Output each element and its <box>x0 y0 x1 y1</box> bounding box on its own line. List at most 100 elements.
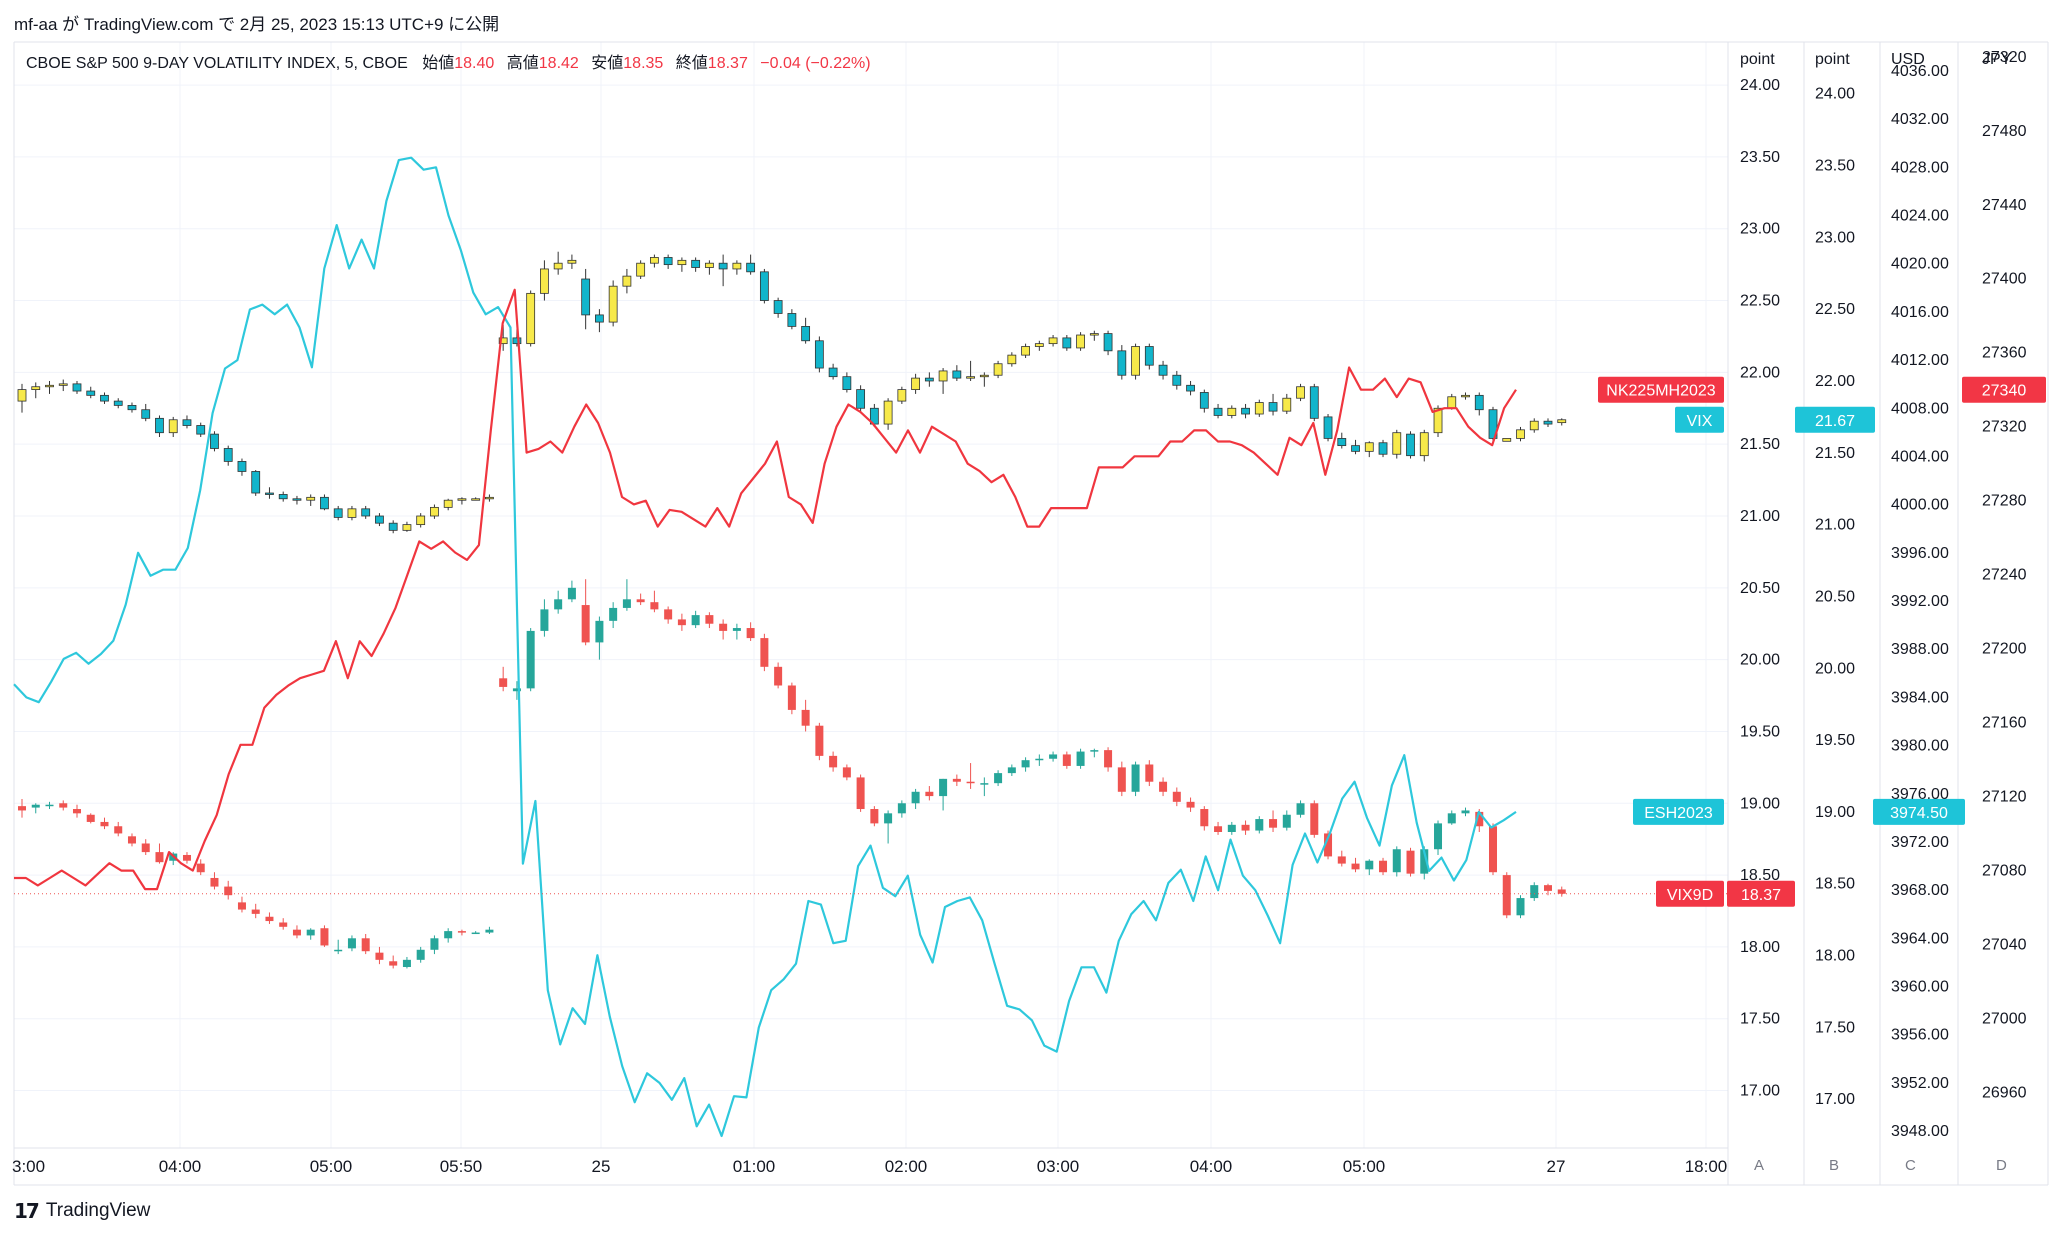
esh-name-label: ESH2023 <box>1633 798 1724 825</box>
vix9d-candle <box>306 929 315 936</box>
vix-candle <box>1021 346 1030 356</box>
vix9d-candle <box>1447 813 1456 824</box>
vix9d-candle <box>1076 751 1085 766</box>
vix9d-candle <box>622 599 631 608</box>
vix-candle <box>155 417 164 434</box>
scale-letter-D: D <box>1996 1157 2007 1174</box>
scale-c-tick: 4020.00 <box>1891 256 1949 273</box>
vix-candle <box>113 400 123 406</box>
scale-b-tick: 19.50 <box>1815 732 1855 749</box>
vix9d-candle <box>1489 826 1498 873</box>
vix-candle <box>17 389 27 402</box>
scale-a-tick: 19.50 <box>1740 723 1780 740</box>
vix9d-name-label-text: VIX9D <box>1667 887 1713 904</box>
scale-c-tick: 3996.00 <box>1891 545 1949 562</box>
vix-candle <box>842 376 852 391</box>
vix-candle <box>1089 333 1099 336</box>
vix-candle <box>31 386 41 390</box>
vix-candle <box>223 448 233 462</box>
vix-value-label-bg <box>1795 406 1875 433</box>
vix9d-candle <box>444 931 453 939</box>
scale-c-tick: 3992.00 <box>1891 593 1949 610</box>
vix-candle <box>1227 407 1237 416</box>
legend-open-label: 始値 <box>422 54 454 72</box>
scale-b-tick: 19.00 <box>1815 804 1855 821</box>
scale-c-tick: 4024.00 <box>1891 207 1949 224</box>
vix-candle <box>787 313 797 327</box>
brand-footer[interactable]: 17 TradingView <box>14 1196 150 1226</box>
vix9d-candle <box>952 778 961 782</box>
vix9d-candle <box>1172 791 1181 802</box>
vix9d-candle <box>265 916 274 922</box>
scale-b-tick: 22.00 <box>1815 373 1855 390</box>
vix-candle <box>1364 442 1374 452</box>
vix-candle <box>430 506 439 517</box>
vix9d-candle <box>1255 819 1264 831</box>
vix-candle <box>1447 396 1457 409</box>
vix-value-label-text: 21.67 <box>1815 413 1855 430</box>
scale-b-tick: 23.00 <box>1815 229 1855 246</box>
scale-a-tick: 21.00 <box>1740 508 1780 525</box>
vix-candle <box>320 496 329 510</box>
vix-candle <box>402 524 412 531</box>
scale-unit-A: point <box>1740 51 1775 68</box>
vix9d-candle <box>1434 823 1443 850</box>
vix9d-candle <box>59 803 68 808</box>
vix-candle <box>814 340 824 369</box>
scale-unit-C: USD <box>1891 51 1925 68</box>
brand-name: TradingView <box>45 1200 151 1221</box>
legend-high-label: 高値 <box>507 54 539 72</box>
vix-candle <box>1309 386 1319 419</box>
vix9d-candle <box>856 777 865 810</box>
time-tick: 03:00 <box>1037 1157 1080 1176</box>
tradingview-logo-icon: 17 <box>14 1199 40 1223</box>
vix9d-candle <box>1131 764 1140 792</box>
vix-candle <box>1241 407 1250 415</box>
vix-candle <box>127 404 137 411</box>
vix-candle <box>1254 402 1264 415</box>
vix9d-candle <box>677 619 686 626</box>
time-axis: 3:00 04:00 05:00 05:50 25 01:00 02:00 03:00 04:0… <box>12 1157 1727 1176</box>
vix9d-candle <box>1502 875 1511 916</box>
vix9d-candle <box>1186 801 1195 808</box>
vix9d-candle <box>402 959 411 968</box>
price-labels: NK225MH2023 27340 VIX 21.67 ESH2023 3974.50 VI… <box>1598 376 2046 907</box>
vix9d-candle <box>182 854 191 861</box>
scale-c-tick: 3980.00 <box>1891 738 1949 755</box>
vix-candle <box>333 508 343 518</box>
scale-a-tick: 18.00 <box>1740 939 1780 956</box>
time-tick: 02:00 <box>885 1157 928 1176</box>
nk225-name-label: NK225MH2023 <box>1598 376 1724 403</box>
time-tick: 01:00 <box>733 1157 776 1176</box>
vix9d-candle <box>1530 885 1539 899</box>
time-tick: 18:00 <box>1685 1157 1728 1176</box>
scale-c-tick: 4016.00 <box>1891 304 1949 321</box>
vix-candle <box>1516 429 1525 439</box>
vix-candle <box>457 498 467 501</box>
vix9d-candle <box>884 813 893 824</box>
scale-d-tick: 27120 <box>1982 789 2027 806</box>
vix-candle <box>265 492 274 495</box>
vix9d-candle <box>1296 803 1305 815</box>
scale-c-tick: 4032.00 <box>1891 111 1949 128</box>
vix-candle <box>608 285 618 323</box>
vix-candle <box>1007 354 1017 365</box>
scale-unit-B: point <box>1815 51 1850 68</box>
series-NK225MH2023-line <box>14 288 1517 891</box>
series-layer <box>13 156 1728 1138</box>
vix-candle <box>540 268 549 294</box>
vix9d-candle <box>1227 824 1236 832</box>
vix9d-candle <box>416 949 425 960</box>
vix-candle <box>526 292 536 345</box>
vix-candle <box>1186 384 1195 392</box>
vix9d-candle <box>100 821 109 827</box>
vix9d-candle <box>1145 764 1154 782</box>
vix9d-candle <box>897 803 906 814</box>
scale-a-tick: 19.00 <box>1740 795 1780 812</box>
vix9d-candle <box>1062 754 1071 766</box>
esh-name-label-bg <box>1633 798 1724 825</box>
vix9d-candle <box>1269 819 1278 828</box>
vix-candle <box>443 499 453 508</box>
